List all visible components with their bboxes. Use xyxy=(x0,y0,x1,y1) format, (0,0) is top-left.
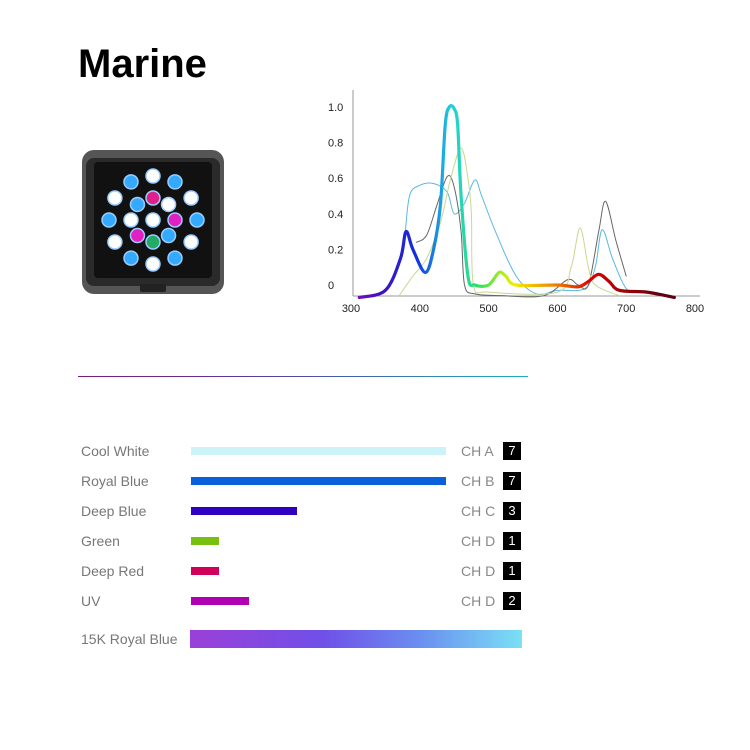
channel-label: UV xyxy=(81,593,101,609)
channel-row: UV CH D 2 xyxy=(0,591,750,611)
led-icon xyxy=(183,190,199,206)
x-tick-label: 700 xyxy=(617,303,635,315)
channel-count-badge: 7 xyxy=(503,442,521,460)
led-icon xyxy=(101,212,117,228)
y-tick-label: 0.8 xyxy=(328,138,343,150)
channel-row: Deep Blue CH C 3 xyxy=(0,501,750,521)
channel-row: Royal Blue CH B 7 xyxy=(0,471,750,491)
led-icon xyxy=(123,250,139,266)
channel-label: Green xyxy=(81,533,120,549)
light-fixture-image xyxy=(82,150,224,294)
channel-id: CH D xyxy=(461,563,496,579)
led-icon xyxy=(145,212,161,228)
channel-count-badge: 1 xyxy=(503,562,521,580)
led-icon xyxy=(129,196,146,213)
led-icon xyxy=(107,190,123,206)
led-icon xyxy=(145,256,161,272)
series-line-0 xyxy=(404,179,641,295)
channel-label: Royal Blue xyxy=(81,473,149,489)
channel-row: Green CH D 1 xyxy=(0,531,750,551)
divider xyxy=(78,376,528,377)
channel-id: CH D xyxy=(461,593,496,609)
led-icon xyxy=(129,227,146,244)
channel-level-bar xyxy=(191,477,446,485)
channel-id: CH C xyxy=(461,503,496,519)
channel-level-bar xyxy=(191,567,220,575)
led-icon xyxy=(167,250,183,266)
channel-row: Cool White CH A 7 xyxy=(0,441,750,461)
spectrum-gradient-bar xyxy=(190,630,522,648)
x-tick-label: 800 xyxy=(686,303,704,315)
led-icon xyxy=(123,174,139,190)
led-icon xyxy=(189,212,205,228)
y-tick-label: 0 xyxy=(328,280,334,292)
channel-level-bar xyxy=(191,597,250,605)
channel-count-badge: 7 xyxy=(503,472,521,490)
channel-level-bar xyxy=(191,537,220,545)
channel-count-badge: 3 xyxy=(503,502,521,520)
main-spectrum-line xyxy=(357,104,676,300)
led-icon xyxy=(160,227,177,244)
y-tick-label: 0.6 xyxy=(328,173,343,185)
x-tick-label: 500 xyxy=(479,303,497,315)
series-line-1 xyxy=(415,175,627,298)
y-tick-label: 1.0 xyxy=(328,102,343,114)
channel-id: CH B xyxy=(461,473,495,489)
x-tick-label: 300 xyxy=(342,303,360,315)
channel-id: CH A xyxy=(461,443,494,459)
led-icon xyxy=(107,234,123,250)
led-icon xyxy=(167,174,183,190)
led-icon xyxy=(145,190,161,206)
led-icon xyxy=(145,168,161,184)
x-tick-label: 600 xyxy=(548,303,566,315)
spectrum-label: 15K Royal Blue xyxy=(81,631,178,647)
y-tick-label: 0.4 xyxy=(328,209,343,221)
spectrum-chart: 300 400 500 600 700 800 0 0.2 0.4 0.6 0.8 1.0 xyxy=(328,90,704,315)
led-icon xyxy=(160,196,177,213)
led-icon xyxy=(183,234,199,250)
y-tick-label: 0.2 xyxy=(328,244,343,256)
page-title: Marine xyxy=(78,42,207,86)
x-tick-label: 400 xyxy=(411,303,429,315)
channel-label: Deep Red xyxy=(81,563,145,579)
led-icon xyxy=(123,212,139,228)
channel-row: Deep Red CH D 1 xyxy=(0,561,750,581)
channel-label: Cool White xyxy=(81,443,150,459)
channel-count-badge: 1 xyxy=(503,532,521,550)
led-icon xyxy=(167,212,183,228)
channel-id: CH D xyxy=(461,533,496,549)
channel-level-bar xyxy=(191,447,446,455)
channel-label: Deep Blue xyxy=(81,503,147,519)
channel-count-badge: 2 xyxy=(503,592,521,610)
led-icon xyxy=(145,234,161,250)
channel-level-bar xyxy=(191,507,297,515)
